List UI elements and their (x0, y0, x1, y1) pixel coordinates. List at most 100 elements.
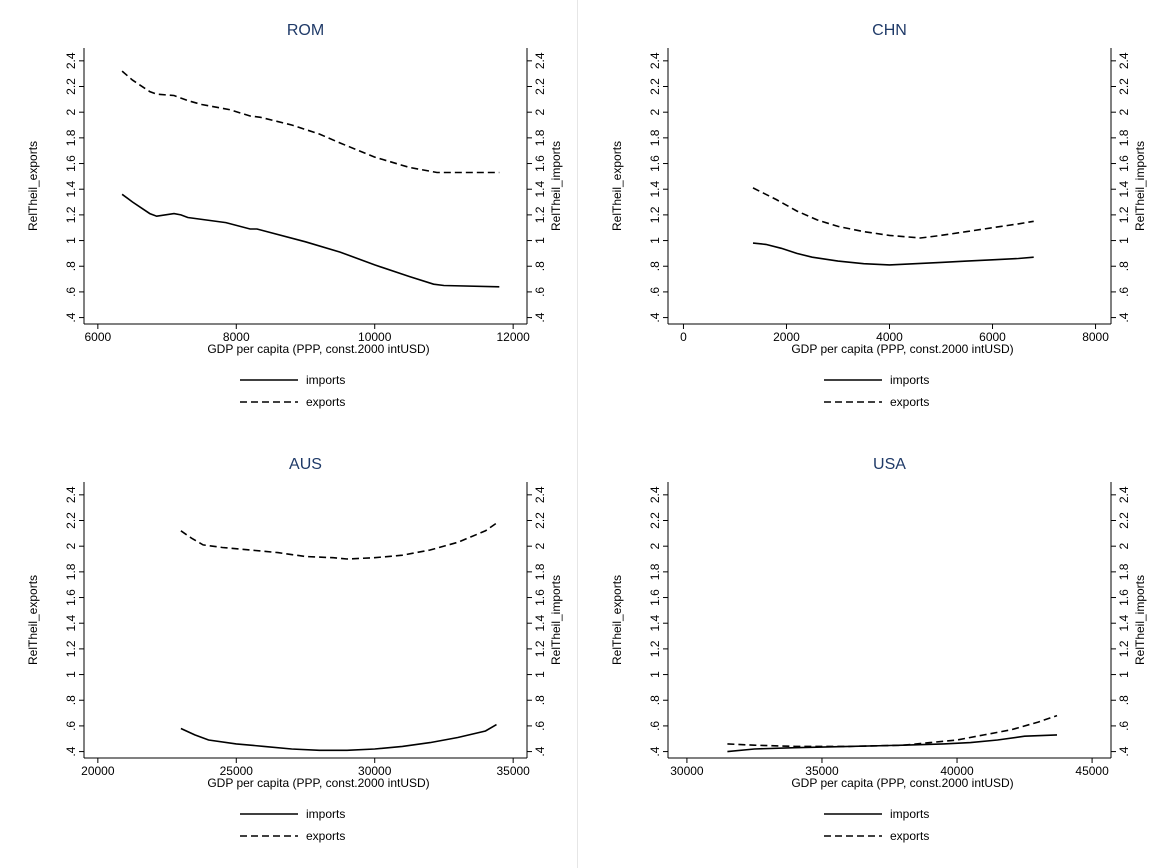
y-tick-label-right: 2 (1117, 543, 1131, 550)
y-tick-label-right: 1.6 (533, 589, 547, 606)
y-tick-label-right: .8 (1117, 261, 1131, 271)
chart-panel-chn: CHN .4 .4 .6 .6 .8 .8 1 1 1.2 1.2 1.4 1.4 1.6 1.6 1.8 1.… (584, 0, 1168, 434)
chart-title: AUS (289, 456, 322, 473)
x-axis-title: GDP per capita (PPP, const.2000 intUSD) (207, 342, 429, 356)
y-tick-label-left: 2 (64, 543, 78, 550)
y-tick-label-right: 1.2 (1117, 640, 1131, 657)
y-tick-label-left: .8 (648, 261, 662, 271)
y-tick-label-right: 2.4 (1117, 52, 1131, 69)
y-tick-label-right: 2 (533, 543, 547, 550)
y-tick-label-right: 2.2 (533, 78, 547, 95)
x-tick-label: 8000 (1082, 330, 1109, 344)
y-tick-label-right: 2 (1117, 109, 1131, 116)
y-tick-label-right: .8 (1117, 695, 1131, 705)
y-tick-label-right: .6 (1117, 721, 1131, 731)
y-axis-title-right: RelTheil_imports (1133, 141, 1147, 231)
y-tick-label-left: 2.4 (64, 486, 78, 503)
y-tick-label-left: .8 (64, 261, 78, 271)
y-tick-label-left: 1.8 (64, 563, 78, 580)
chart-title: USA (873, 456, 906, 473)
y-tick-label-left: .6 (648, 287, 662, 297)
y-tick-label-right: 1.6 (1117, 155, 1131, 172)
series-line-imports (752, 242, 1034, 266)
y-tick-label-left: 2 (648, 543, 662, 550)
x-tick-label: 4000 (876, 330, 903, 344)
x-axis-title: GDP per capita (PPP, const.2000 intUSD) (791, 776, 1013, 790)
y-tick-label-left: 1.2 (64, 206, 78, 223)
y-tick-label-right: 1.8 (533, 563, 547, 580)
y-tick-label-left: .4 (64, 312, 78, 322)
y-tick-label-right: 2 (533, 109, 547, 116)
x-tick-label: 8000 (223, 330, 250, 344)
y-tick-label-left: 1.4 (648, 181, 662, 198)
y-tick-label-right: .4 (533, 746, 547, 756)
series-line-exports (121, 70, 500, 174)
y-tick-label-right: 1.4 (1117, 181, 1131, 198)
y-tick-label-right: 1.2 (1117, 206, 1131, 223)
y-tick-label-left: 2.2 (648, 78, 662, 95)
y-axis-title-left: RelTheil_exports (26, 575, 40, 665)
y-tick-label-left: 1.8 (64, 129, 78, 146)
y-tick-label-right: 1.8 (1117, 563, 1131, 580)
chart-aus: AUS .4 .4 .6 .6 .8 .8 1 1 1.2 1.2 1.4 1.4 1.6 1.6 1.8 1.… (26, 456, 563, 843)
y-tick-label-right: 1 (1117, 671, 1131, 678)
y-tick-label-left: .4 (64, 746, 78, 756)
x-axis-title: GDP per capita (PPP, const.2000 intUSD) (791, 342, 1013, 356)
y-tick-label-right: 2.4 (1117, 486, 1131, 503)
y-tick-label-left: .6 (64, 721, 78, 731)
x-tick-label: 35000 (496, 764, 530, 778)
y-tick-label-right: .4 (533, 312, 547, 322)
y-tick-label-right: 1.4 (1117, 615, 1131, 632)
legend-label-exports: exports (306, 829, 345, 843)
y-tick-label-right: 1 (1117, 237, 1131, 244)
y-tick-label-left: 1.4 (64, 615, 78, 632)
y-tick-label-left: 1 (648, 671, 662, 678)
y-tick-label-left: 1 (648, 237, 662, 244)
y-tick-label-left: 1.8 (648, 129, 662, 146)
y-axis-title-right: RelTheil_imports (549, 575, 563, 665)
y-tick-label-left: 2 (64, 109, 78, 116)
y-axis-title-left: RelTheil_exports (610, 141, 624, 231)
x-tick-label: 2000 (773, 330, 800, 344)
y-tick-label-left: 1.2 (648, 206, 662, 223)
y-tick-label-right: 1.6 (1117, 589, 1131, 606)
y-tick-label-left: 1.6 (64, 155, 78, 172)
y-tick-label-left: 1.6 (64, 589, 78, 606)
y-tick-label-right: 2.4 (533, 52, 547, 69)
series-line-exports (752, 187, 1034, 239)
y-tick-label-left: .8 (64, 695, 78, 705)
chart-title: CHN (872, 22, 907, 39)
chart-panel-usa: USA .4 .4 .6 .6 .8 .8 1 1 1.2 1.2 1.4 1.4 1.6 1.6 1.8 1.… (584, 434, 1168, 868)
legend-label-exports: exports (306, 395, 345, 409)
x-tick-label: 10000 (358, 330, 392, 344)
x-tick-label: 45000 (1075, 764, 1109, 778)
y-tick-label-left: 1 (64, 237, 78, 244)
y-tick-label-right: .6 (533, 721, 547, 731)
chart-panel-aus: AUS .4 .4 .6 .6 .8 .8 1 1 1.2 1.2 1.4 1.4 1.6 1.6 1.8 1.… (0, 434, 584, 868)
y-tick-label-right: 1.6 (533, 155, 547, 172)
y-tick-label-right: 2.2 (533, 512, 547, 529)
y-tick-label-right: 1.4 (533, 615, 547, 632)
y-tick-label-left: 2.2 (648, 512, 662, 529)
y-tick-label-right: 1.8 (533, 129, 547, 146)
y-tick-label-left: .4 (648, 312, 662, 322)
y-tick-label-left: 1.4 (648, 615, 662, 632)
y-tick-label-left: 2.2 (64, 78, 78, 95)
y-tick-label-right: 1.2 (533, 206, 547, 223)
y-tick-label-left: 1.2 (648, 640, 662, 657)
x-tick-label: 35000 (805, 764, 839, 778)
y-tick-label-right: .4 (1117, 312, 1131, 322)
y-tick-label-left: .6 (64, 287, 78, 297)
y-tick-label-right: 1.2 (533, 640, 547, 657)
y-tick-label-left: 2.4 (648, 52, 662, 69)
y-tick-label-left: 1.6 (648, 155, 662, 172)
y-tick-label-left: 1.2 (64, 640, 78, 657)
y-tick-label-right: 1.4 (533, 181, 547, 198)
y-tick-label-left: 1.4 (64, 181, 78, 198)
series-line-exports (727, 714, 1058, 748)
y-tick-label-right: 2.4 (533, 486, 547, 503)
y-tick-label-right: 1 (533, 237, 547, 244)
legend-label-imports: imports (306, 807, 345, 821)
panel-separator (577, 0, 578, 868)
x-tick-label: 30000 (670, 764, 704, 778)
